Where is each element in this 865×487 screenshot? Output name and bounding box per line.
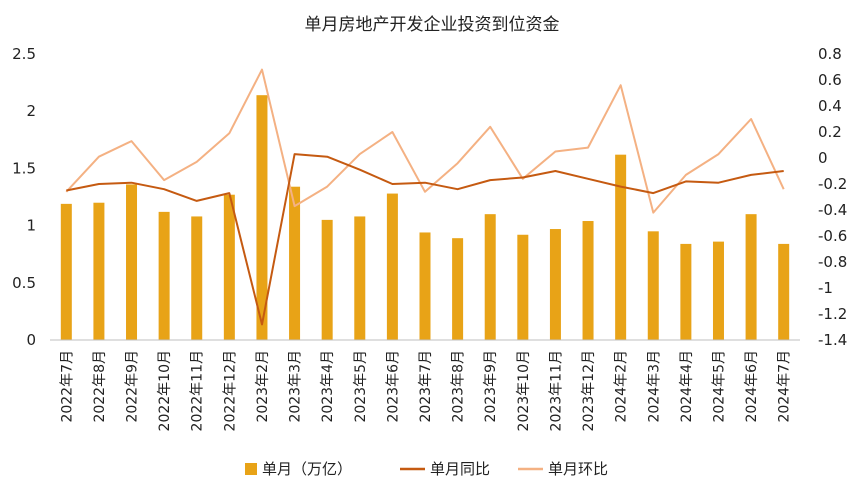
left-tick-label: 1.5 [12,159,36,177]
x-tick-label: 2024年3月 [646,350,662,423]
right-tick-label: 0.4 [818,97,842,115]
right-tick-label: -1 [818,279,833,297]
legend-label: 单月环比 [548,460,608,478]
bar [191,216,203,340]
legend-label: 单月（万亿） [262,460,352,478]
x-tick-label: 2023年11月 [548,350,564,431]
x-tick-label: 2023年12月 [581,350,597,431]
legend: 单月（万亿） 单月同比 单月环比 [245,460,608,478]
right-tick-label: -0.8 [818,253,847,271]
bar [680,243,692,340]
right-tick-label: -0.2 [818,175,847,193]
bar [615,154,627,340]
series-line-tongbi [66,153,784,326]
bar [60,203,72,340]
right-tick-label: 0 [818,149,828,167]
x-tick-label: 2023年4月 [320,350,336,423]
bar [712,241,724,340]
bar [126,184,138,340]
x-tick-label: 2022年11月 [190,350,206,431]
x-tick-label: 2024年7月 [777,350,793,423]
right-tick-label: -0.4 [818,201,847,219]
right-tick-label: 0.2 [818,123,842,141]
legend-swatch-bar [245,463,257,475]
x-tick-label: 2023年7月 [418,350,434,423]
x-tick-label: 2022年10月 [157,350,173,431]
bar [321,219,333,340]
bar [223,194,235,340]
x-tick-label: 2023年5月 [353,350,369,423]
x-tick-label: 2022年12月 [222,350,238,431]
x-tick-label: 2023年10月 [516,350,532,431]
bar [452,238,464,340]
left-tick-label: 2 [26,102,36,120]
right-tick-label: -0.6 [818,227,847,245]
series-line-huanbi [65,68,785,214]
bar [549,229,561,340]
right-tick-label: 0.8 [818,45,842,63]
left-axis: 0 0.5 1 1.5 2 2.5 [12,45,36,349]
x-tick-label: 2022年9月 [125,350,141,423]
bar [419,232,431,340]
bar [158,211,170,340]
left-tick-label: 1 [26,217,36,235]
bar [582,221,594,340]
bar [517,234,529,340]
right-tick-label: -1.4 [818,331,847,349]
left-tick-label: 0.5 [12,274,36,292]
x-tick-label: 2023年6月 [385,350,401,423]
x-tick-label: 2024年6月 [744,350,760,423]
bar [354,216,366,340]
line-series [65,68,785,326]
bar [778,243,790,340]
bar [93,202,105,340]
bar [745,214,757,340]
x-tick-label: 2024年4月 [679,350,695,423]
x-tick-label: 2023年8月 [451,350,467,423]
right-tick-label: -1.2 [818,305,847,323]
x-tick-label: 2022年7月 [59,350,75,423]
right-tick-label: 0.6 [818,71,842,89]
left-tick-label: 0 [26,331,36,349]
legend-label: 单月同比 [430,460,490,478]
x-tick-label: 2024年5月 [711,350,727,423]
x-axis: 2022年7月 2022年8月 2022年9月 2022年10月 2022年11月 202… [50,339,800,431]
right-axis: -1.4 -1.2 -1 -0.8 -0.6 -0.4 -0.2 0 0.2 0.4 0.6 0.8 [818,45,847,349]
x-tick-label: 2024年2月 [614,350,630,423]
bar [386,193,398,340]
x-tick-label: 2022年8月 [92,350,108,423]
bar [256,95,268,341]
x-tick-label: 2023年2月 [255,350,271,423]
bar [647,231,659,340]
x-tick-label: 2023年9月 [483,350,499,423]
left-tick-label: 2.5 [12,45,36,63]
chart-title: 单月房地产开发企业投资到位资金 [305,15,560,35]
bar [289,186,301,340]
bar [484,214,496,340]
bar-series [60,95,790,341]
x-tick-label: 2023年3月 [288,350,304,423]
